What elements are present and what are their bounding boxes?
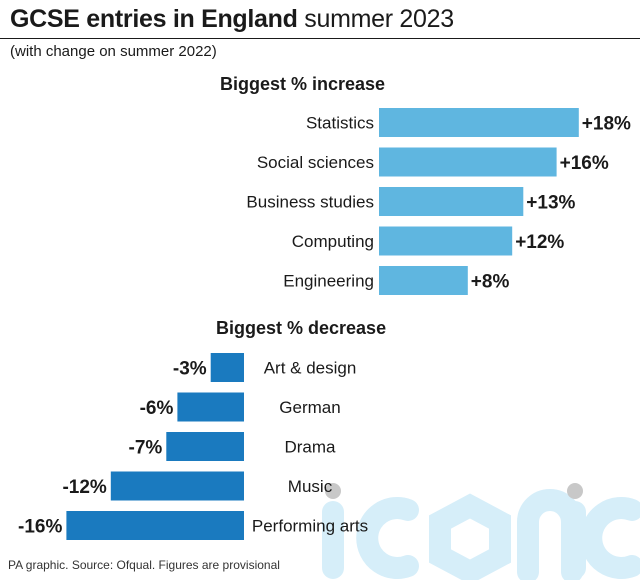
increase-value-label: +18% xyxy=(582,114,631,135)
decrease-value-label: -12% xyxy=(62,477,106,498)
decrease-category-label: Drama xyxy=(284,438,336,457)
increase-value-label: +16% xyxy=(560,153,609,174)
chart-title-bold: GCSE entries in England xyxy=(10,5,298,33)
increase-section-title: Biggest % increase xyxy=(220,74,386,94)
decrease-bar xyxy=(166,432,244,461)
increase-bar xyxy=(379,187,524,216)
source-note: PA graphic. Source: Ofqual. Figures are … xyxy=(8,558,280,572)
increase-category-label: Computing xyxy=(292,232,374,251)
increase-value-label: +13% xyxy=(526,193,575,214)
increase-value-label: +8% xyxy=(471,272,510,293)
decrease-category-label: German xyxy=(279,398,340,417)
chart-title-light: summer 2023 xyxy=(304,5,454,33)
decrease-category-label: Art & design xyxy=(264,359,357,378)
increase-bar xyxy=(379,108,579,137)
chart-title: GCSE entries in England summer 2023 xyxy=(10,4,454,34)
decrease-category-label: Music xyxy=(288,477,333,496)
increase-bar xyxy=(379,147,557,177)
decrease-bar xyxy=(110,471,244,501)
decrease-category-label: Performing arts xyxy=(252,517,368,536)
chart-subtitle: (with change on summer 2022) xyxy=(10,43,217,60)
increase-bar xyxy=(379,266,468,295)
decrease-value-label: -6% xyxy=(140,398,174,419)
increase-category-label: Business studies xyxy=(246,193,374,212)
decrease-section-title: Biggest % decrease xyxy=(216,318,387,338)
increase-bar xyxy=(379,226,513,256)
decrease-bar xyxy=(66,511,245,540)
increase-value-label: +12% xyxy=(515,232,564,253)
decrease-bar xyxy=(177,392,244,422)
increase-category-label: Statistics xyxy=(306,114,374,133)
decrease-value-label: -3% xyxy=(173,359,207,380)
decrease-value-label: -16% xyxy=(18,517,62,538)
decrease-bar xyxy=(210,353,244,382)
decrease-value-label: -7% xyxy=(129,438,163,459)
increase-category-label: Social sciences xyxy=(257,153,374,172)
increase-category-label: Engineering xyxy=(283,272,374,291)
title-divider xyxy=(0,38,640,39)
